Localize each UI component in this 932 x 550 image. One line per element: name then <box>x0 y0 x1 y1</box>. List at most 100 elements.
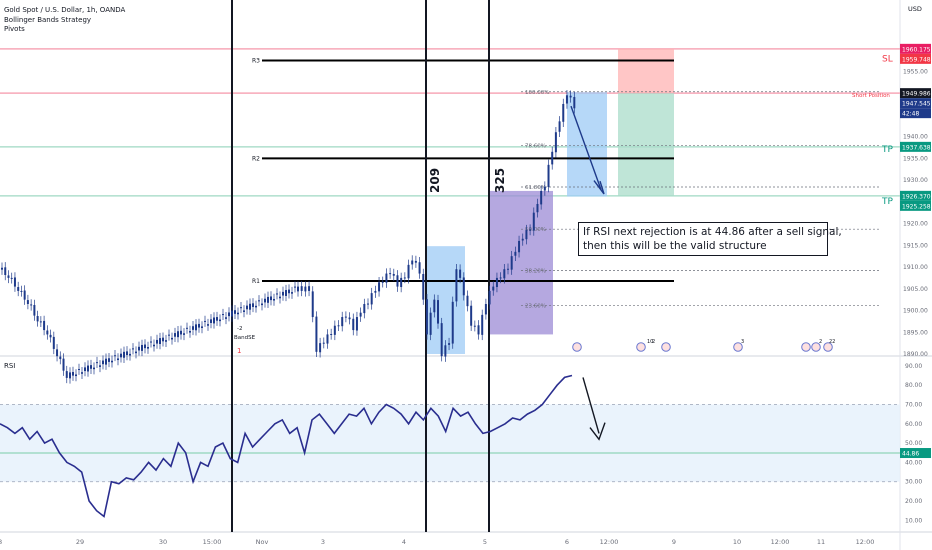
rsi-arrow-head <box>589 422 606 441</box>
economic-event-icon[interactable] <box>823 342 833 352</box>
candle-body <box>273 298 275 301</box>
candle-body <box>39 321 42 323</box>
candle-body <box>267 296 269 303</box>
economic-event-icon[interactable] <box>811 342 821 352</box>
price-arrow-head <box>593 180 605 195</box>
candle-body <box>10 277 13 279</box>
time-axis-tick: 15:00 <box>203 538 222 546</box>
candle-body <box>562 103 565 122</box>
candle-body <box>237 312 239 315</box>
candle-body <box>425 299 428 335</box>
rsi-axis-tick: 90.00 <box>905 363 922 370</box>
fib-label: 23.60% <box>525 303 546 309</box>
candle-body <box>168 334 170 336</box>
candle-body <box>111 360 113 363</box>
candle-body <box>518 240 521 253</box>
price-axis-tick: 1935.00 <box>903 155 928 162</box>
candle-body <box>75 374 77 377</box>
price-badge-text: 1926.370 <box>902 193 931 200</box>
candle-body <box>93 367 95 370</box>
bb-signal-one: 1 <box>237 347 241 355</box>
candle-body <box>36 316 39 322</box>
candle-body <box>291 292 293 294</box>
fib-label: 100.00% <box>525 90 549 96</box>
candle-body <box>219 319 221 322</box>
candle-body <box>510 256 513 270</box>
candle-body <box>180 330 182 335</box>
annotation-line-2: then this will be the valid structure <box>583 240 767 252</box>
candle-body <box>141 344 143 351</box>
candle-body <box>540 190 543 205</box>
candle-body <box>177 331 179 338</box>
candle-body <box>258 300 260 302</box>
rsi-axis-tick: 10.00 <box>905 517 922 524</box>
candle-body <box>418 262 421 274</box>
candle-body <box>165 340 167 342</box>
time-axis-tick: 9 <box>672 538 676 546</box>
economic-event-icon[interactable] <box>636 342 646 352</box>
blue-box-left <box>427 246 465 354</box>
candle-body <box>153 344 155 347</box>
price-badge <box>900 108 931 119</box>
candle-body <box>246 305 248 310</box>
candle-body <box>189 330 191 333</box>
time-axis-tick: 4 <box>402 538 406 546</box>
candle-body <box>59 356 62 360</box>
price-badge-text: 1937.638 <box>902 144 931 151</box>
rsi-axis-tick: 70.00 <box>905 401 922 408</box>
stop-zone <box>618 48 674 94</box>
candle-body <box>503 269 506 279</box>
price-badge-text: 42:48 <box>902 111 919 118</box>
time-axis-tick: 29 <box>76 538 84 546</box>
candle-body <box>429 312 432 335</box>
price-badge <box>900 200 931 211</box>
price-axis-tick: 1915.00 <box>903 242 928 249</box>
candle-body <box>198 323 200 328</box>
economic-event-icon[interactable] <box>661 342 671 352</box>
candle-body <box>355 317 358 331</box>
price-arrow <box>570 105 602 190</box>
candle-body <box>201 326 203 329</box>
sl-marker: SL <box>882 54 893 64</box>
time-axis-tick: 6 <box>565 538 569 546</box>
candle-body <box>195 324 197 331</box>
rsi-axis-tick: 30.00 <box>905 479 922 486</box>
candle-body <box>359 312 362 317</box>
economic-event-icon[interactable] <box>733 342 743 352</box>
candle-body <box>499 277 502 279</box>
candle-body <box>114 355 116 357</box>
candle-body <box>90 365 92 369</box>
indicator-bb-label: Bollinger Bands Strategy <box>4 16 92 24</box>
candle-body <box>492 286 495 291</box>
price-badge <box>900 190 931 201</box>
price-axis-tick: 1900.00 <box>903 308 928 315</box>
candle-body <box>437 300 439 324</box>
candle-body <box>240 307 242 309</box>
candle-body <box>308 286 311 291</box>
candle-body <box>389 273 392 275</box>
event-count-label: 3 <box>741 339 744 345</box>
economic-event-icon[interactable] <box>801 342 811 352</box>
candle-body <box>440 323 443 357</box>
candle-body <box>243 310 245 312</box>
candle-body <box>459 269 462 278</box>
candle-body <box>319 343 322 353</box>
candle-body <box>367 303 369 305</box>
annotation-line-1: If RSI next rejection is at 44.86 after … <box>583 226 842 238</box>
candle-body <box>204 320 206 322</box>
candle-body <box>448 343 451 345</box>
time-axis-tick: 3 <box>321 538 325 546</box>
candle-body <box>81 372 83 374</box>
candle-body <box>507 268 509 270</box>
candle-body <box>521 238 524 241</box>
candle-body <box>352 318 355 331</box>
economic-event-icon[interactable] <box>572 342 582 352</box>
annotation-box[interactable]: If RSI next rejection is at 44.86 after … <box>578 222 842 256</box>
candle-body <box>13 277 16 287</box>
candle-body <box>525 230 528 240</box>
candle-body <box>207 324 209 326</box>
candle-body <box>105 358 107 365</box>
fib-label: 38.20% <box>525 269 546 275</box>
